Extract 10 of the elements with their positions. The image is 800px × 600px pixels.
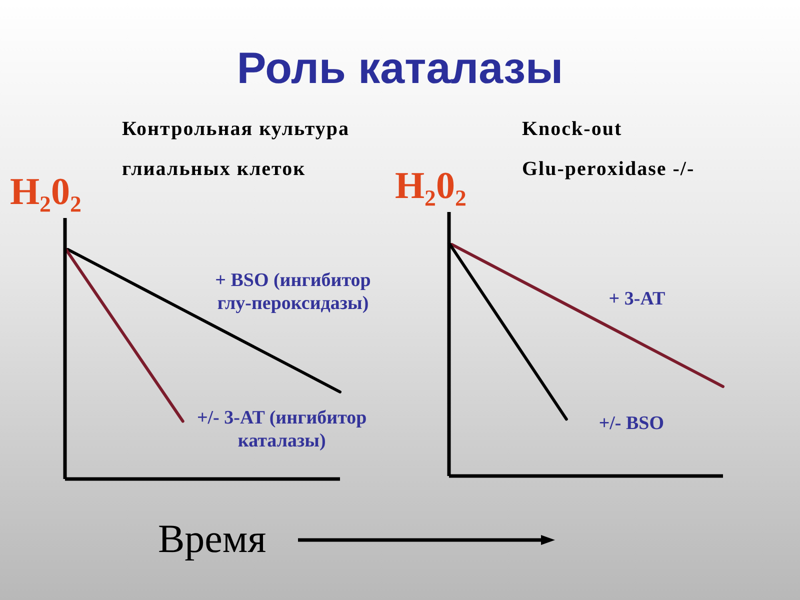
chart-subtitle: Knock-out Glu-peroxidase -/-: [522, 117, 695, 182]
series-label: +/- 3-AT (ингибитор каталазы): [196, 407, 367, 452]
series-label: + 3-AT: [608, 288, 666, 310]
y-axis-title: H₂0₂: [10, 170, 82, 215]
x-axis-title: Время: [158, 515, 266, 563]
series-label: +/- BSO: [598, 413, 664, 434]
chart-subtitle: Контрольная культура глиальных клеток: [122, 117, 350, 182]
series-label: + BSO (ингибитор глу-пероксидазы): [215, 270, 371, 314]
chart-title: Роль каталазы: [236, 43, 564, 95]
y-axis-title: H₂0₂: [395, 164, 466, 209]
